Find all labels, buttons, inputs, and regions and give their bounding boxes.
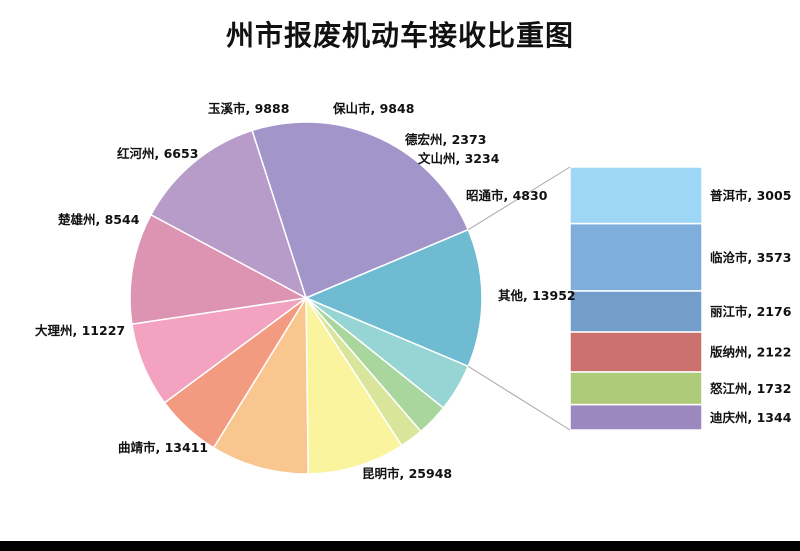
slice-label-红河州: 红河州, 6653: [117, 146, 198, 161]
bar-segment-临沧市: [569, 222, 703, 292]
bar-label-丽江市: 丽江市, 2176: [710, 304, 792, 319]
bar-segment-普洱市: [569, 166, 703, 225]
slice-label-保山市: 保山市, 9848: [332, 101, 414, 116]
bar-label-版纳州: 版纳州, 2122: [710, 345, 791, 360]
connector-line-top: [467, 166, 571, 231]
bar-label-普洱市: 普洱市, 3005: [710, 188, 791, 203]
slice-label-其他: 其他, 13952: [498, 288, 576, 303]
slice-label-曲靖市: 曲靖市, 13411: [118, 440, 208, 455]
bar-label-怒江州: 怒江州, 1732: [710, 381, 791, 396]
connector-lines: [467, 166, 571, 431]
slice-label-昭通市: 昭通市, 4830: [466, 188, 548, 203]
slice-label-昆明市: 昆明市, 25948: [362, 466, 452, 481]
pie-slice-昆明市: [251, 121, 470, 300]
pie-slice-大理州: [129, 213, 309, 325]
slice-label-大理州: 大理州, 11227: [35, 323, 125, 338]
pie-slice-保山市: [305, 295, 403, 475]
pie-slice-曲靖市: [149, 129, 308, 300]
bar-label-临沧市: 临沧市, 3573: [710, 250, 791, 265]
bottom-edge-bar: [0, 541, 800, 551]
slice-label-楚雄州: 楚雄州, 8544: [58, 212, 140, 227]
connector-line-bottom: [467, 365, 571, 431]
chart-title: 州市报废机动车接收比重图: [225, 19, 574, 52]
bar-segment-丽江市: [569, 290, 703, 333]
pie: [129, 121, 483, 475]
slice-label-玉溪市: 玉溪市, 9888: [208, 101, 289, 116]
breakdown-bar: [569, 166, 703, 431]
bar-label-迪庆州: 迪庆州, 1344: [710, 410, 792, 425]
slice-label-文山州: 文山州, 3234: [418, 151, 500, 166]
bar-segment-版纳州: [569, 331, 703, 373]
bar-segment-怒江州: [569, 371, 703, 406]
pie-slice-玉溪市: [212, 295, 309, 475]
bar-segment-迪庆州: [569, 403, 703, 431]
pie-slice-其他: [304, 228, 483, 368]
slice-label-德宏州: 德宏州, 2373: [405, 132, 486, 147]
data-labels: 昆明市, 25948 其他, 13952 昭通市, 4830 文山州, 3234 德宏州…: [35, 101, 792, 481]
